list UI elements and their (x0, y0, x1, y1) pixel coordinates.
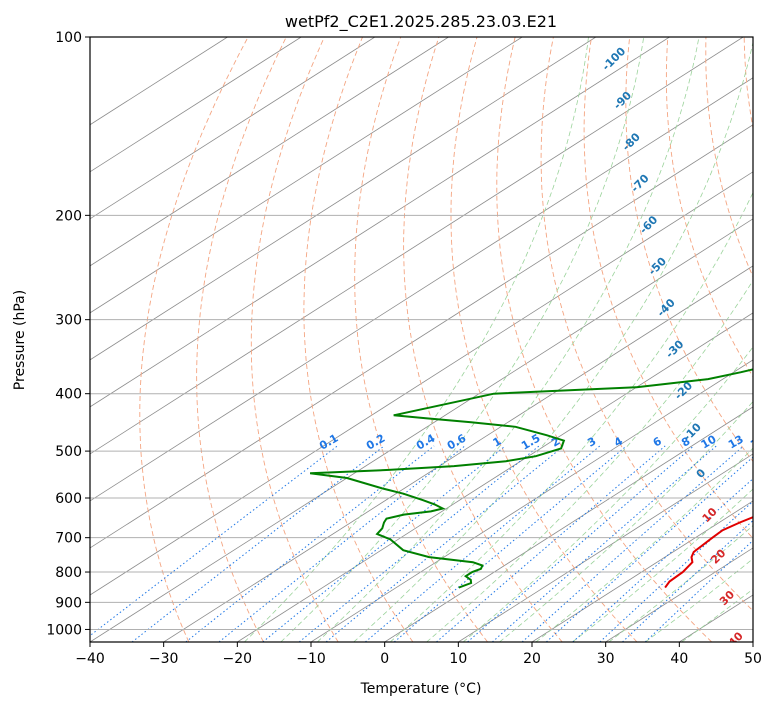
isotherm-line (90, 37, 376, 220)
y-axis-label: Pressure (hPa) (12, 290, 28, 390)
isotherm-line (237, 312, 753, 642)
isotherm-line (90, 77, 753, 502)
x-axis-label: Temperature (°C) (360, 681, 482, 697)
sounding-profiles (309, 368, 753, 589)
dry-adiabat (665, 37, 753, 378)
isotherm-line (90, 171, 753, 596)
moist-adiabat (317, 37, 700, 642)
x-axis: −40 −30 −20 −10 0 10 20 30 40 50 (75, 642, 762, 667)
mixing-ratio-line (644, 539, 753, 642)
dry-adiabat (540, 37, 753, 612)
moist-adiabat (280, 37, 645, 642)
y-tick-label: 200 (55, 208, 82, 224)
mixing-ratio-line (491, 445, 717, 642)
dry-adiabat (625, 37, 753, 463)
y-tick-label: 700 (55, 531, 82, 547)
isotherm-line (90, 37, 449, 267)
dry-adiabat (496, 37, 713, 642)
x-tick-label: 40 (670, 651, 688, 667)
x-tick-label: 30 (597, 651, 615, 667)
mixing-ratio-line (622, 519, 753, 642)
y-tick-label: 300 (55, 313, 82, 329)
x-tick-label: 20 (523, 651, 541, 667)
x-tick-label: 10 (449, 651, 467, 667)
dry-adiabat (354, 37, 488, 642)
y-tick-label: 1000 (46, 622, 82, 638)
mixing-ratio-line (262, 445, 506, 642)
isotherm-line (90, 37, 523, 314)
isotherm-line (90, 37, 302, 173)
isotherm-line (90, 37, 670, 408)
y-tick-label: 500 (55, 444, 82, 460)
y-tick-label: 800 (55, 565, 82, 581)
isotherm-line (90, 37, 744, 455)
y-tick-label: 400 (55, 387, 82, 403)
dry-adiabat (250, 37, 339, 642)
isotherm-line (90, 124, 753, 549)
dry-adiabat (196, 37, 287, 642)
moist-adiabat (244, 37, 589, 642)
dry-adiabat (303, 37, 414, 642)
moist-adiabat (608, 525, 753, 642)
isobar-grid (90, 36, 753, 630)
x-tick-label: 0 (380, 651, 389, 667)
mixing-ratio-line (393, 445, 627, 642)
mixing-ratio-line (467, 445, 695, 642)
isotherm-line (163, 265, 753, 642)
moist-adiabat (353, 40, 753, 642)
mixing-ratio-line (325, 445, 565, 642)
y-tick-label: 100 (55, 30, 82, 46)
isotherm-line (531, 500, 753, 642)
plot-frame (89, 36, 754, 643)
mixing-ratio-line (185, 445, 435, 642)
mixing-ratio-line (572, 478, 753, 642)
y-tick-label: 600 (55, 491, 82, 507)
x-tick-label: −20 (223, 651, 253, 667)
mixing-ratio-line (364, 445, 601, 642)
x-tick-label: 50 (744, 651, 762, 667)
dewpoint-profile (309, 368, 753, 589)
dry-adiabat (450, 37, 638, 642)
mixing-ratio-line (90, 445, 338, 637)
mixing-ratio-line (436, 445, 666, 642)
chart-title: wetPf2_C2E1.2025.285.23.03.E21 (285, 12, 557, 32)
mixing-ratio-label: 16 (748, 432, 768, 451)
moist-adiabat (499, 400, 753, 642)
dry-adiabat (139, 37, 249, 642)
x-tick-label: −10 (296, 651, 326, 667)
dry-adiabat (705, 37, 753, 278)
x-tick-label: −40 (75, 651, 105, 667)
isotherm-line (90, 218, 753, 642)
moist-adiabat (572, 488, 753, 642)
isotherm-line (384, 406, 753, 642)
isotherm-line (310, 359, 753, 642)
thermo-overlays (90, 37, 753, 642)
moist-adiabat (389, 191, 753, 642)
isotherm-line (90, 37, 597, 361)
temperature-profile (664, 516, 753, 589)
y-tick-label: 900 (55, 595, 82, 611)
dry-adiabat (403, 37, 563, 642)
moist-adiabat (462, 346, 753, 642)
x-tick-label: −30 (149, 651, 179, 667)
y-axis: 100 200 300 400 500 600 700 800 900 1000 (46, 30, 90, 638)
